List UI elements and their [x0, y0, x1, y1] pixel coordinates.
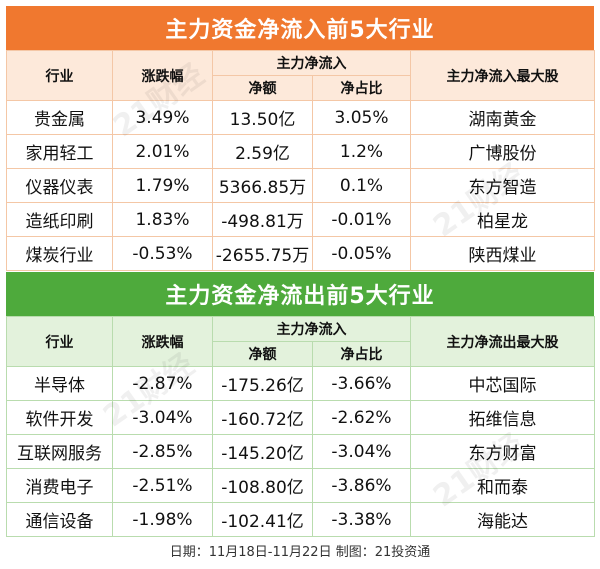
change-cell: -2.51%: [112, 468, 213, 503]
industry-cell: 半导体: [6, 366, 113, 401]
amount-cell: 2.59亿: [212, 134, 313, 169]
change-cell: 1.79%: [112, 168, 213, 203]
amount-cell: -2655.75万: [212, 236, 313, 271]
inflow-header-row: 行业 涨跌幅 主力净流入 主力净流入最大股: [6, 50, 595, 101]
header-top-stock: 主力净流出最大股: [410, 316, 595, 367]
ratio-cell: -0.01%: [312, 202, 411, 237]
inflow-subheader-row: 净额 净占比: [7, 75, 595, 101]
table-row: 煤炭行业 -0.53% -2655.75万 -0.05% 陕西煤业: [6, 236, 595, 271]
stock-cell: 湖南黄金: [410, 100, 595, 135]
stock-cell: 拓维信息: [410, 400, 595, 435]
ratio-cell: -3.04%: [312, 434, 411, 469]
change-cell: 1.83%: [112, 202, 213, 237]
header-change: 涨跌幅: [112, 316, 213, 367]
table-row: 互联网服务 -2.85% -145.20亿 -3.04% 东方财富: [6, 434, 595, 469]
header-ratio: 净占比: [312, 341, 411, 367]
header-amount: 净额: [212, 75, 313, 101]
header-industry: 行业: [6, 316, 113, 367]
change-cell: 3.49%: [112, 100, 213, 135]
table-row: 半导体 -2.87% -175.26亿 -3.66% 中芯国际: [6, 366, 595, 401]
stock-cell: 东方财富: [410, 434, 595, 469]
table-row: 造纸印刷 1.83% -498.81万 -0.01% 柏星龙: [6, 202, 595, 237]
outflow-table: 行业 涨跌幅 主力净流入 主力净流出最大股 净额 净占比 半导体 -2.87% …: [6, 316, 595, 537]
amount-cell: -145.20亿: [212, 434, 313, 469]
table-row: 仪器仪表 1.79% 5366.85万 0.1% 东方智造: [6, 168, 595, 203]
industry-cell: 仪器仪表: [6, 168, 113, 203]
ratio-cell: -3.66%: [312, 366, 411, 401]
amount-cell: -175.26亿: [212, 366, 313, 401]
amount-cell: 5366.85万: [212, 168, 313, 203]
outflow-title: 主力资金净流出前5大行业: [6, 272, 594, 316]
ratio-cell: -2.62%: [312, 400, 411, 435]
stock-cell: 东方智造: [410, 168, 595, 203]
header-amount: 净额: [212, 341, 313, 367]
stock-cell: 广博股份: [410, 134, 595, 169]
ratio-cell: -0.05%: [312, 236, 411, 271]
industry-cell: 互联网服务: [6, 434, 113, 469]
header-netflow: 主力净流入: [212, 50, 411, 76]
change-cell: -2.87%: [112, 366, 213, 401]
stock-cell: 柏星龙: [410, 202, 595, 237]
change-cell: -0.53%: [112, 236, 213, 271]
stock-cell: 中芯国际: [410, 366, 595, 401]
footer-note: 日期：11月18日-11月22日 制图：21投资通: [169, 544, 431, 560]
ratio-cell: -3.38%: [312, 502, 411, 537]
stock-cell: 和而泰: [410, 468, 595, 503]
outflow-header-row: 行业 涨跌幅 主力净流入 主力净流出最大股: [6, 316, 595, 367]
table-row: 消费电子 -2.51% -108.80亿 -3.86% 和而泰: [6, 468, 595, 503]
header-ratio: 净占比: [312, 75, 411, 101]
header-netflow: 主力净流入: [212, 316, 411, 342]
fund-flow-report: 主力资金净流入前5大行业 行业 涨跌幅 主力净流入 主力净流入最大股 净额 净占…: [6, 6, 595, 564]
stock-cell: 海能达: [410, 502, 595, 537]
amount-cell: 13.50亿: [212, 100, 313, 135]
industry-cell: 家用轻工: [6, 134, 113, 169]
industry-cell: 煤炭行业: [6, 236, 113, 271]
industry-cell: 造纸印刷: [6, 202, 113, 237]
table-row: 贵金属 3.49% 13.50亿 3.05% 湖南黄金: [6, 100, 595, 135]
header-change: 涨跌幅: [112, 50, 213, 101]
industry-cell: 通信设备: [6, 502, 113, 537]
ratio-cell: -3.86%: [312, 468, 411, 503]
change-cell: -2.85%: [112, 434, 213, 469]
change-cell: 2.01%: [112, 134, 213, 169]
ratio-cell: 1.2%: [312, 134, 411, 169]
ratio-cell: 3.05%: [312, 100, 411, 135]
table-row: 软件开发 -3.04% -160.72亿 -2.62% 拓维信息: [6, 400, 595, 435]
industry-cell: 软件开发: [6, 400, 113, 435]
ratio-cell: 0.1%: [312, 168, 411, 203]
inflow-table: 行业 涨跌幅 主力净流入 主力净流入最大股 净额 净占比 贵金属 3.49% 1…: [6, 50, 595, 271]
header-top-stock: 主力净流入最大股: [410, 50, 595, 101]
inflow-title: 主力资金净流入前5大行业: [6, 6, 594, 50]
header-industry: 行业: [6, 50, 113, 101]
industry-cell: 贵金属: [6, 100, 113, 135]
table-row: 通信设备 -1.98% -102.41亿 -3.38% 海能达: [6, 502, 595, 537]
table-row: 家用轻工 2.01% 2.59亿 1.2% 广博股份: [6, 134, 595, 169]
amount-cell: -160.72亿: [212, 400, 313, 435]
amount-cell: -102.41亿: [212, 502, 313, 537]
change-cell: -1.98%: [112, 502, 213, 537]
industry-cell: 消费电子: [6, 468, 113, 503]
amount-cell: -498.81万: [212, 202, 313, 237]
amount-cell: -108.80亿: [212, 468, 313, 503]
stock-cell: 陕西煤业: [410, 236, 595, 271]
change-cell: -3.04%: [112, 400, 213, 435]
